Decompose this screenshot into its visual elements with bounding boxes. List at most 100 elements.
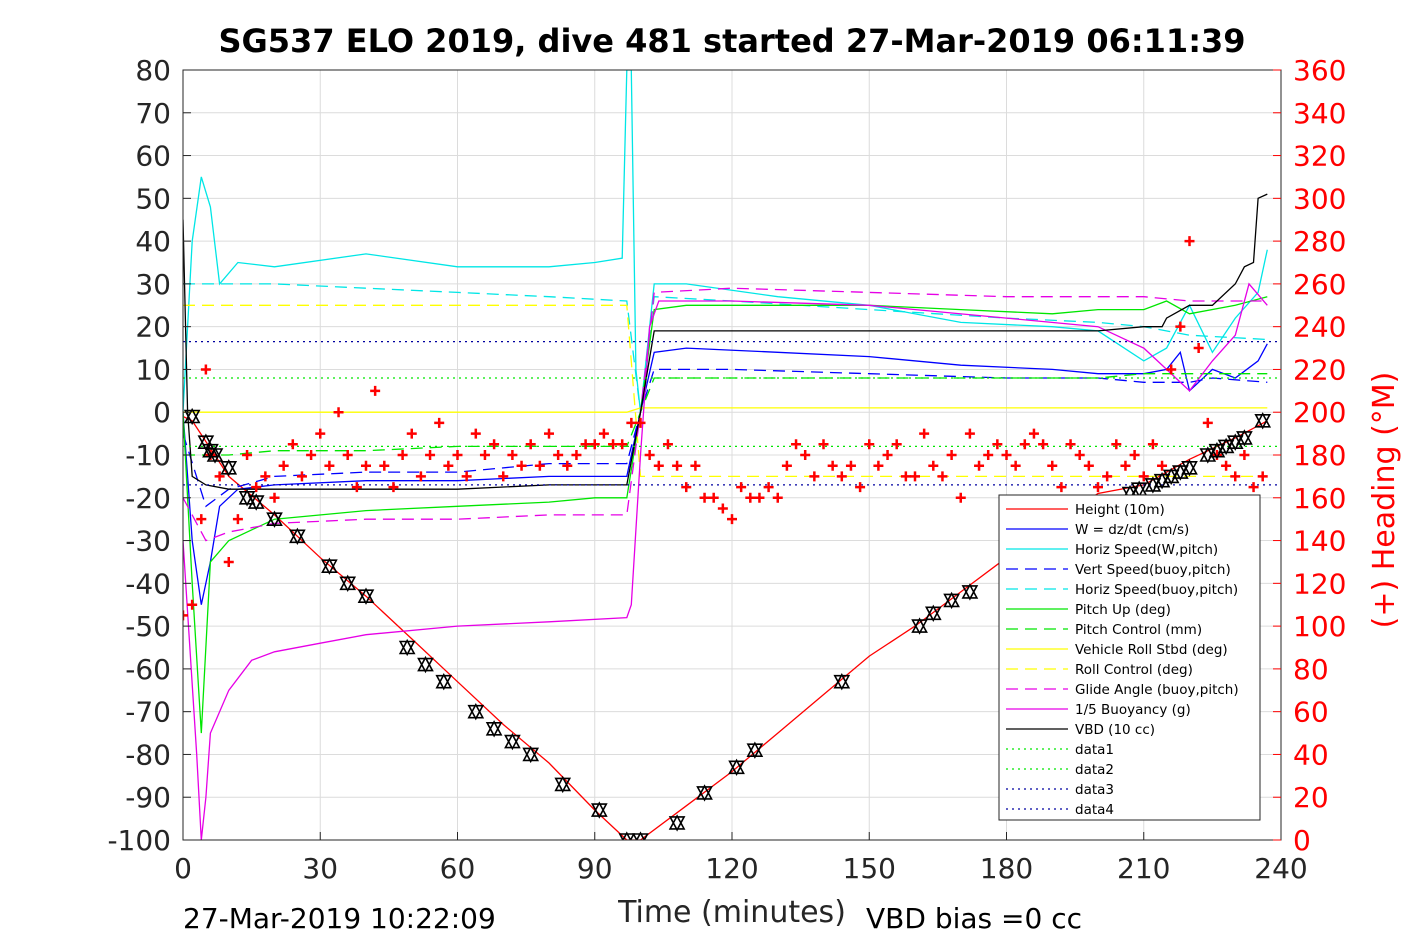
heading-point: [223, 556, 234, 567]
heading-point: [1202, 417, 1213, 428]
depth-marker: [435, 673, 453, 691]
heading-point: [1138, 471, 1149, 482]
heading-point: [928, 460, 939, 471]
y-right-tick-label: 280: [1293, 225, 1346, 258]
heading-point: [324, 460, 335, 471]
heading-point: [1019, 439, 1030, 450]
y-right-tick-label: 120: [1293, 567, 1346, 600]
depth-marker: [266, 510, 283, 528]
heading-point: [287, 439, 298, 450]
depth-marker: [398, 638, 416, 657]
y-tick-label: -60: [125, 653, 171, 686]
x-tick-label: 0: [174, 852, 192, 885]
heading-point: [479, 450, 490, 460]
heading-point: [900, 471, 911, 482]
depth-marker: [924, 604, 942, 622]
heading-point: [1056, 482, 1067, 493]
y-right-tick-label: 200: [1293, 396, 1346, 429]
heading-point: [690, 460, 701, 471]
y-ticks-left: 80 70 60 50 40 30 20 10 0 -10 -20 -30 -40 -50 -60 -70 -8…: [107, 54, 191, 857]
heading-point: [1010, 460, 1021, 471]
x-tick-label: 30: [302, 852, 338, 885]
heading-point: [681, 482, 692, 493]
depth-marker: [961, 583, 979, 601]
heading-point: [873, 460, 884, 471]
heading-point: [699, 492, 710, 503]
depth-marker: [183, 407, 201, 426]
depth-marker: [746, 741, 764, 759]
y-tick-label: -20: [125, 482, 171, 515]
heading-point: [196, 514, 207, 525]
heading-point: [452, 450, 463, 460]
depth-marker: [943, 591, 960, 610]
y-tick-label: -70: [125, 696, 171, 729]
heading-point: [864, 439, 875, 450]
heading-point: [635, 417, 646, 428]
y-tick-label: 20: [135, 311, 171, 344]
heading-point: [425, 450, 436, 460]
heading-point: [1001, 450, 1012, 460]
x-tick-label: 210: [1117, 852, 1170, 885]
heading-point: [727, 514, 737, 525]
depth-marker: [289, 527, 306, 545]
heading-point: [1230, 471, 1241, 482]
legend-label: Horiz Speed(buoy,pitch): [1075, 582, 1238, 598]
y-ticks-right: 3603403203002802602402202001801601401201…: [1273, 54, 1346, 857]
heading-point: [736, 482, 747, 493]
heading-point: [589, 439, 600, 450]
footer-timestamp: 27-Mar-2019 10:22:09: [183, 902, 496, 935]
depth-marker: [339, 574, 357, 593]
heading-point: [200, 364, 211, 375]
y-right-tick-label: 140: [1293, 525, 1346, 558]
depth-marker: [206, 446, 224, 464]
legend: Height (10m) W = dz/dt (cm/s) Horiz Speed(…: [998, 494, 1261, 821]
heading-point: [626, 417, 637, 428]
heading-point: [251, 482, 262, 493]
heading-point: [361, 460, 371, 471]
heading-point: [1157, 460, 1168, 471]
depth-marker: [1254, 412, 1272, 430]
x-tick-label: 90: [577, 852, 613, 885]
heading-point: [516, 460, 527, 471]
heading-point: [553, 450, 564, 460]
heading-point: [562, 460, 573, 471]
heading-point: [370, 385, 381, 396]
y-right-tick-label: 220: [1293, 353, 1346, 386]
heading-point: [278, 460, 289, 471]
y-tick-label: -50: [125, 610, 171, 643]
heading-point: [672, 460, 683, 471]
heading-point: [580, 439, 591, 450]
legend-label: Horiz Speed(W,pitch): [1075, 542, 1218, 558]
y-right-tick-label: 40: [1293, 738, 1329, 771]
heading-point: [919, 428, 930, 439]
heading-point: [882, 450, 893, 460]
heading-point: [1184, 236, 1195, 247]
x-tick-label: 60: [440, 852, 476, 885]
heading-point: [379, 460, 390, 471]
heading-point: [1257, 471, 1268, 482]
heading-point: [1065, 439, 1076, 450]
legend-label: data4: [1075, 802, 1114, 818]
y-right-tick-label: 160: [1293, 482, 1346, 515]
x-tick-label: 240: [1254, 852, 1307, 885]
heading-point: [406, 428, 417, 439]
heading-point: [1221, 460, 1232, 471]
heading-point: [498, 471, 509, 482]
y-tick-label: 70: [135, 97, 171, 130]
y-tick-label: -30: [125, 525, 171, 558]
depth-marker: [833, 673, 851, 691]
legend-label: Roll Control (deg): [1075, 662, 1193, 678]
y-right-tick-label: 240: [1293, 311, 1346, 344]
heading-point: [260, 471, 271, 482]
heading-point: [534, 460, 545, 471]
heading-point: [1038, 439, 1049, 450]
heading-point: [434, 417, 445, 428]
heading-point: [1074, 450, 1085, 460]
legend-label: 1/5 Buoyancy (g): [1075, 702, 1191, 718]
legend-label: data1: [1075, 742, 1114, 758]
y-tick-label: -10: [125, 439, 171, 472]
y-right-tick-label: 80: [1293, 653, 1329, 686]
depth-marker: [590, 801, 608, 819]
heading-point: [836, 471, 847, 482]
heading-point: [1028, 428, 1039, 439]
